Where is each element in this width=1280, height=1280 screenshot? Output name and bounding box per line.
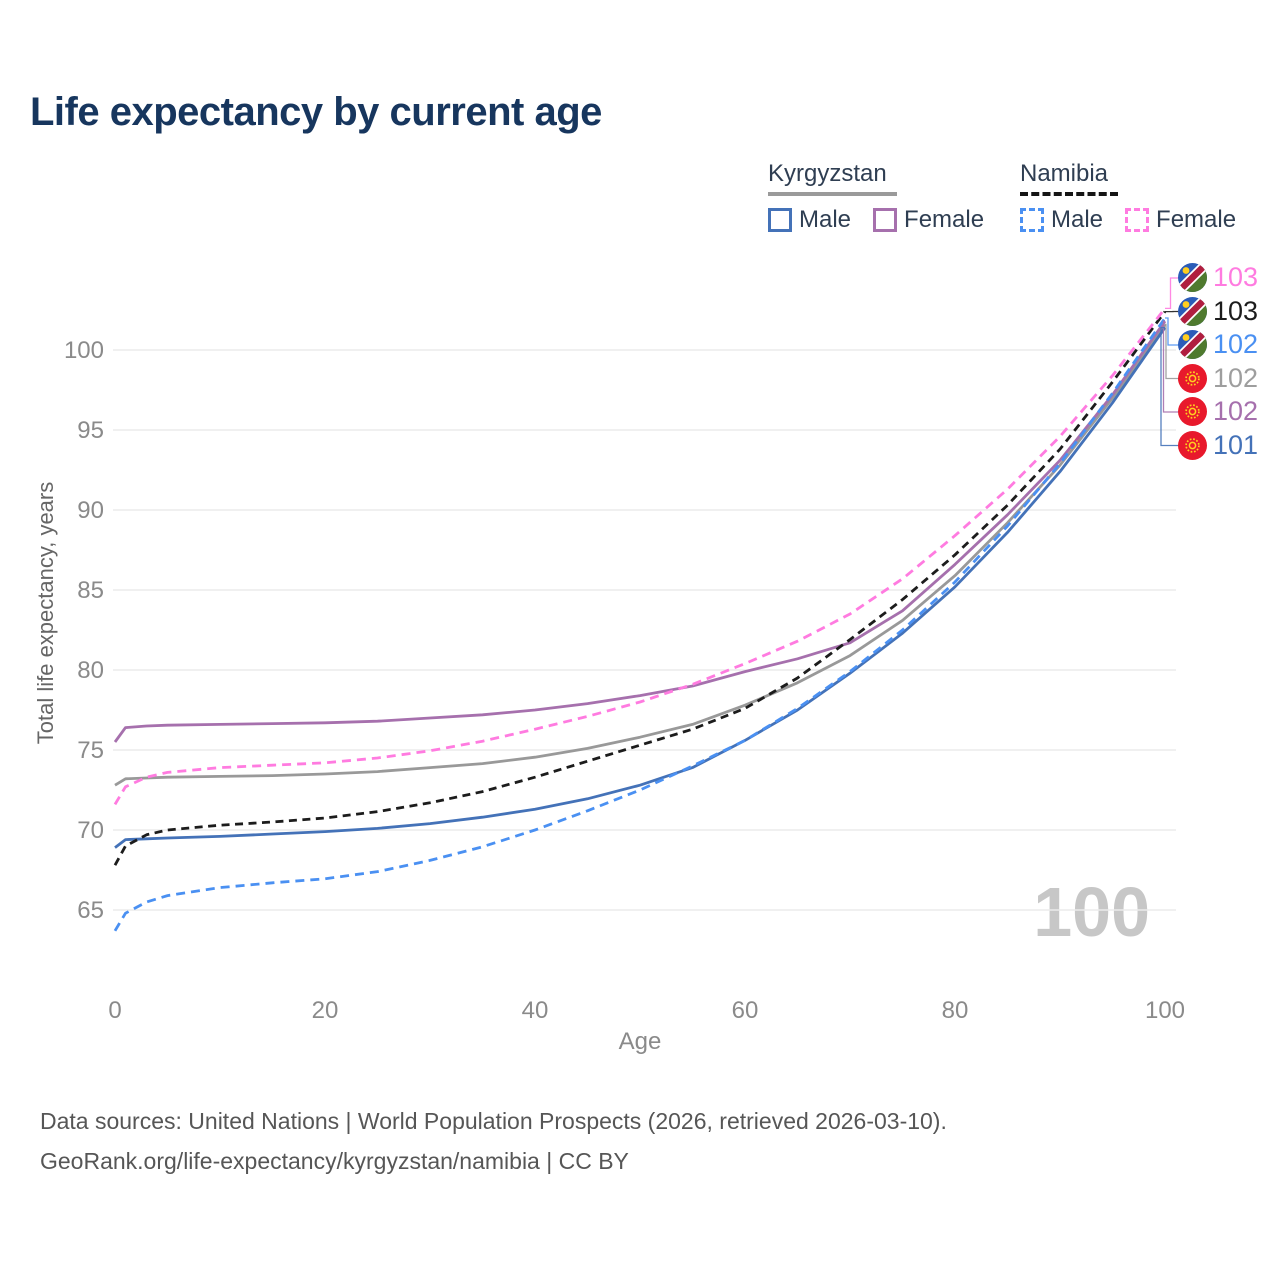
x-tick-label-80: 80 <box>941 997 969 1024</box>
kyrgyzstan-flag-icon <box>1178 397 1207 426</box>
series-line-kyrgyzstan-male <box>114 326 1167 849</box>
legend-underline-solid <box>768 192 897 196</box>
namibia-male-swatch-icon <box>1020 208 1044 232</box>
end-value-namibia-female: 103 <box>1213 262 1259 292</box>
legend-label: Female <box>904 206 985 233</box>
legend-item-kyrgyzstan-female[interactable]: Female <box>873 206 984 234</box>
end-label-connector-namibia-male <box>1165 317 1179 346</box>
end-value-namibia-all: 103 <box>1213 295 1259 326</box>
x-tick-label-40: 40 <box>521 997 549 1024</box>
series-line-namibia-all <box>113 310 1167 866</box>
series-line-namibia-female <box>113 307 1167 806</box>
end-label-row-kyrgyzstan-female: 102 <box>1178 396 1259 426</box>
end-label-row-namibia-female: 103 <box>1178 262 1259 292</box>
y-tick-label-80: 80 <box>77 657 104 684</box>
legend-label: Male <box>799 206 852 233</box>
series-line-namibia-male <box>113 317 1167 932</box>
series-line-kyrgyzstan-female <box>113 320 1167 743</box>
namibia-flag-icon <box>1178 330 1207 359</box>
kyrgyzstan-male-swatch-icon <box>768 208 792 232</box>
kyrgyzstan-flag-icon <box>1178 430 1207 460</box>
y-tick-label-65: 65 <box>77 897 104 924</box>
chart-title: Life expectancy by current age <box>30 90 602 134</box>
x-axis-title: Age <box>618 1028 662 1055</box>
end-label-row-kyrgyzstan-all: 102 <box>1178 362 1259 393</box>
x-tick-label-20: 20 <box>311 997 339 1024</box>
legend-country-kyrgyzstan: Kyrgyzstan <box>768 160 887 187</box>
end-label-connector-kyrgyzstan-all <box>1165 323 1179 380</box>
end-label-row-kyrgyzstan-male: 101 <box>1178 429 1259 460</box>
end-label-row-namibia-male: 102 <box>1178 329 1259 359</box>
kyrgyzstan-flag-icon <box>1178 363 1207 393</box>
legend-item-namibia-male[interactable]: Male <box>1020 206 1103 234</box>
x-tick-label-100: 100 <box>1144 997 1186 1024</box>
legend-item-kyrgyzstan-male[interactable]: Male <box>768 206 851 234</box>
namibia-flag-icon <box>1178 296 1207 326</box>
legend-label: Male <box>1051 206 1104 233</box>
namibia-flag-icon <box>1178 263 1207 292</box>
y-tick-label-70: 70 <box>77 817 104 844</box>
y-tick-label-100: 100 <box>63 337 104 364</box>
legend-underline-dashed <box>1020 192 1118 196</box>
legend-group-kyrgyzstan: Kyrgyzstan Male Female <box>768 160 984 234</box>
end-label-connector-kyrgyzstan-female <box>1162 320 1179 413</box>
y-tick-label-90: 90 <box>77 497 104 524</box>
end-value-labels: 103 103 102 102 <box>1178 262 1259 464</box>
end-value-kyrgyzstan-all: 102 <box>1213 362 1259 393</box>
legend-label: Female <box>1156 206 1237 233</box>
age-indicator-watermark: 100 <box>1033 873 1150 951</box>
y-tick-label-95: 95 <box>77 417 104 444</box>
end-label-connector-namibia-female <box>1165 277 1179 310</box>
series-line-kyrgyzstan-all <box>114 323 1167 787</box>
end-label-row-namibia-all: 103 <box>1178 295 1259 326</box>
legend-item-namibia-female[interactable]: Female <box>1125 206 1236 234</box>
end-value-kyrgyzstan-female: 102 <box>1213 396 1259 426</box>
y-tick-label-75: 75 <box>77 737 104 764</box>
kyrgyzstan-female-swatch-icon <box>873 208 898 232</box>
y-tick-label-85: 85 <box>77 577 104 604</box>
legend-country-namibia: Namibia <box>1020 160 1109 187</box>
legend-group-namibia: Namibia Male Female <box>1020 160 1236 234</box>
end-value-namibia-male: 102 <box>1213 329 1259 359</box>
footer-data-sources: Data sources: United Nations | World Pop… <box>40 1108 947 1134</box>
x-tick-label-0: 0 <box>108 997 122 1024</box>
namibia-female-swatch-icon <box>1125 208 1150 232</box>
x-tick-label-60: 60 <box>731 997 759 1024</box>
end-value-kyrgyzstan-male: 101 <box>1213 429 1259 460</box>
end-label-connector-kyrgyzstan-male <box>1160 326 1179 447</box>
footer-source-url: GeoRank.org/life-expectancy/kyrgyzstan/n… <box>40 1148 629 1174</box>
